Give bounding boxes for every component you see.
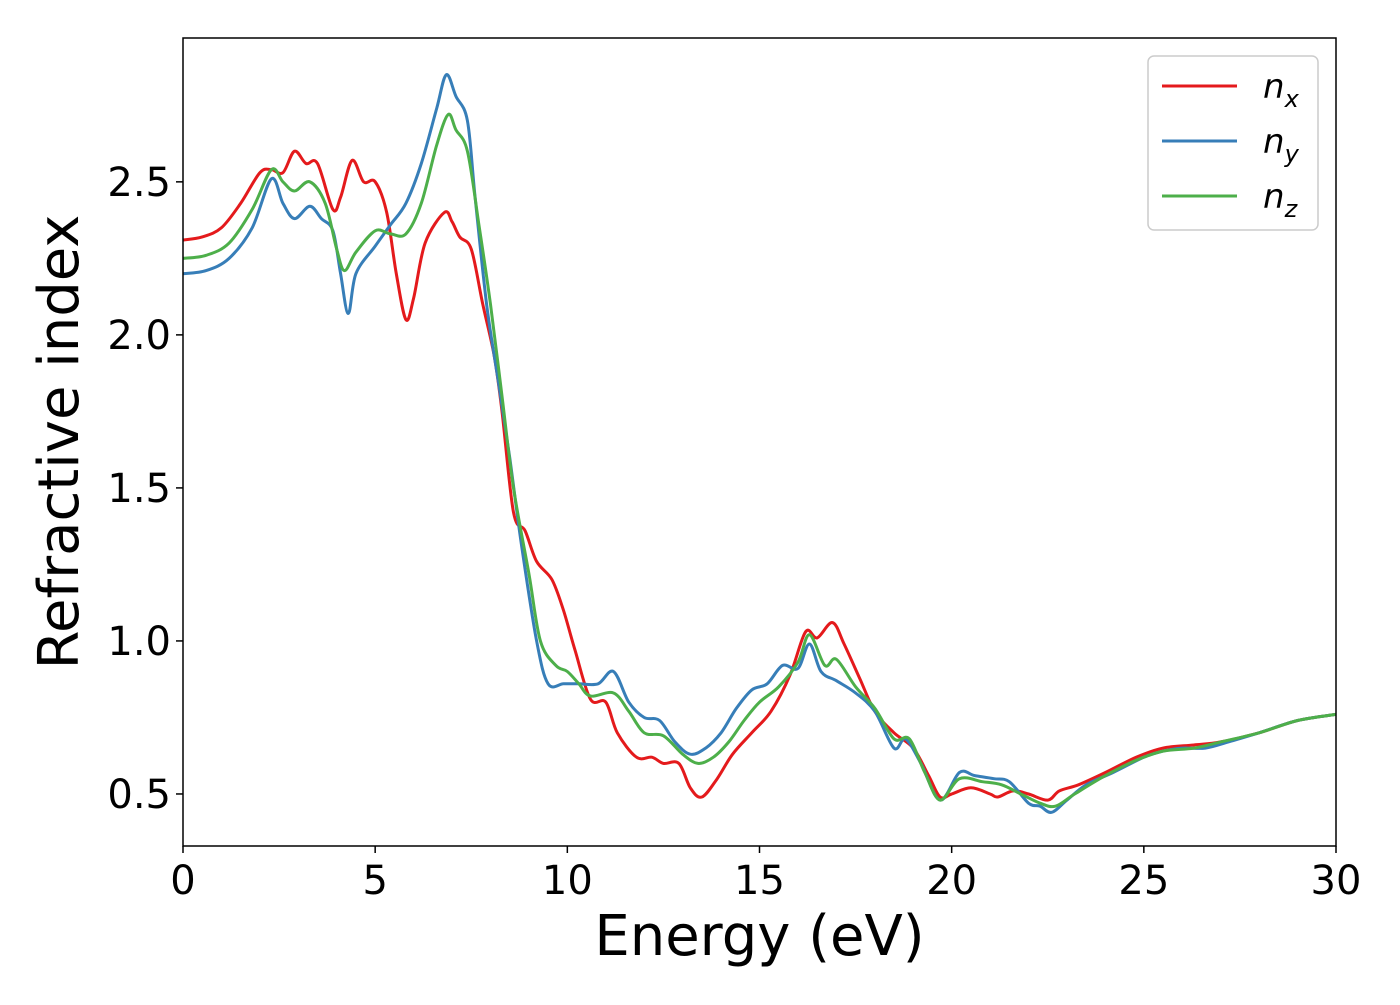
x-tick-label: 10	[542, 858, 593, 904]
y-axis-ticks: 0.5 1.0 1.5 2.0 2.5	[107, 160, 183, 818]
y-tick-label: 2.0	[107, 313, 171, 359]
x-axis-title: Energy (eV)	[594, 904, 924, 969]
x-tick-label: 5	[362, 858, 387, 904]
y-tick-label: 2.5	[107, 160, 171, 206]
legend-label-z: nz	[1263, 177, 1299, 223]
y-tick-label: 1.5	[107, 466, 171, 512]
legend-label-x: nx	[1263, 67, 1300, 113]
series-layer	[183, 73, 1336, 814]
x-tick-label: 30	[1311, 858, 1362, 904]
x-tick-label: 25	[1118, 858, 1169, 904]
x-tick-label: 0	[170, 858, 195, 904]
y-axis-title: Refractive index	[27, 215, 92, 670]
x-tick-label: 20	[926, 858, 977, 904]
legend-box	[1147, 55, 1319, 231]
series-line-x	[183, 149, 1336, 802]
x-axis-ticks: 0 5 10 15 20 25 30	[170, 846, 1361, 904]
x-tick-label: 15	[734, 858, 785, 904]
legend: nx ny nz	[1147, 55, 1319, 231]
series-line-z	[183, 112, 1336, 809]
y-tick-label: 0.5	[107, 772, 171, 818]
series-line-y	[183, 73, 1336, 814]
legend-label-y: ny	[1263, 122, 1300, 168]
y-tick-label: 1.0	[107, 619, 171, 665]
